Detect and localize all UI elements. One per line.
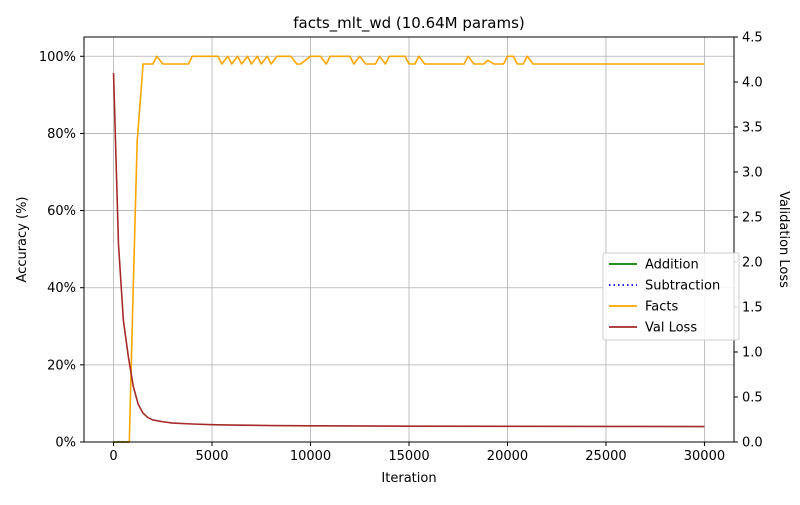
y2-tick-label: 1.5 bbox=[742, 301, 763, 316]
y-axis-label: Accuracy (%) bbox=[15, 197, 30, 283]
x-tick-label: 20000 bbox=[487, 449, 528, 464]
chart-title: facts_mlt_wd (10.64M params) bbox=[293, 14, 525, 33]
legend-label: Facts bbox=[645, 300, 678, 315]
y-tick-label: 20% bbox=[47, 358, 76, 373]
y2-tick-label: 4.5 bbox=[742, 31, 763, 46]
y2-tick-label: 3.0 bbox=[742, 166, 763, 181]
y-tick-label: 0% bbox=[55, 436, 76, 451]
x-axis-ticks: 0 5000 10000 15000 20000 25000 30000 bbox=[109, 442, 725, 464]
y-tick-label: 60% bbox=[47, 204, 76, 219]
y2-tick-label: 0.5 bbox=[742, 391, 763, 406]
y2-axis-ticks: 0.0 0.5 1.0 1.5 2.0 2.5 3.0 3.5 4.0 4.5 bbox=[734, 31, 763, 451]
y2-tick-label: 0.0 bbox=[742, 436, 763, 451]
x-tick-label: 15000 bbox=[388, 449, 429, 464]
legend: Addition Subtraction Facts Val Loss bbox=[602, 252, 740, 341]
y2-tick-label: 3.5 bbox=[742, 121, 763, 136]
x-axis-label: Iteration bbox=[381, 471, 436, 486]
x-tick-label: 25000 bbox=[585, 449, 626, 464]
legend-label: Addition bbox=[645, 258, 699, 273]
legend-box bbox=[602, 252, 740, 341]
y-axis-ticks: 0% 20% 40% 60% 80% 100% bbox=[39, 50, 84, 451]
x-tick-label: 0 bbox=[109, 449, 117, 464]
y2-axis-label: Validation Loss bbox=[776, 191, 791, 288]
series-line-val-loss bbox=[112, 72, 705, 428]
x-tick-label: 5000 bbox=[195, 449, 228, 464]
x-tick-label: 10000 bbox=[290, 449, 331, 464]
x-tick-label: 30000 bbox=[684, 449, 725, 464]
series-line-facts bbox=[113, 55, 705, 443]
y2-tick-label: 2.5 bbox=[742, 211, 763, 226]
legend-label: Subtraction bbox=[645, 279, 720, 294]
y-tick-label: 80% bbox=[47, 127, 76, 142]
legend-label: Val Loss bbox=[645, 321, 697, 336]
y2-tick-label: 2.0 bbox=[742, 256, 763, 271]
y2-tick-label: 4.0 bbox=[742, 76, 763, 91]
y-tick-label: 100% bbox=[39, 50, 76, 65]
y2-tick-label: 1.0 bbox=[742, 346, 763, 361]
y-tick-label: 40% bbox=[47, 281, 76, 296]
